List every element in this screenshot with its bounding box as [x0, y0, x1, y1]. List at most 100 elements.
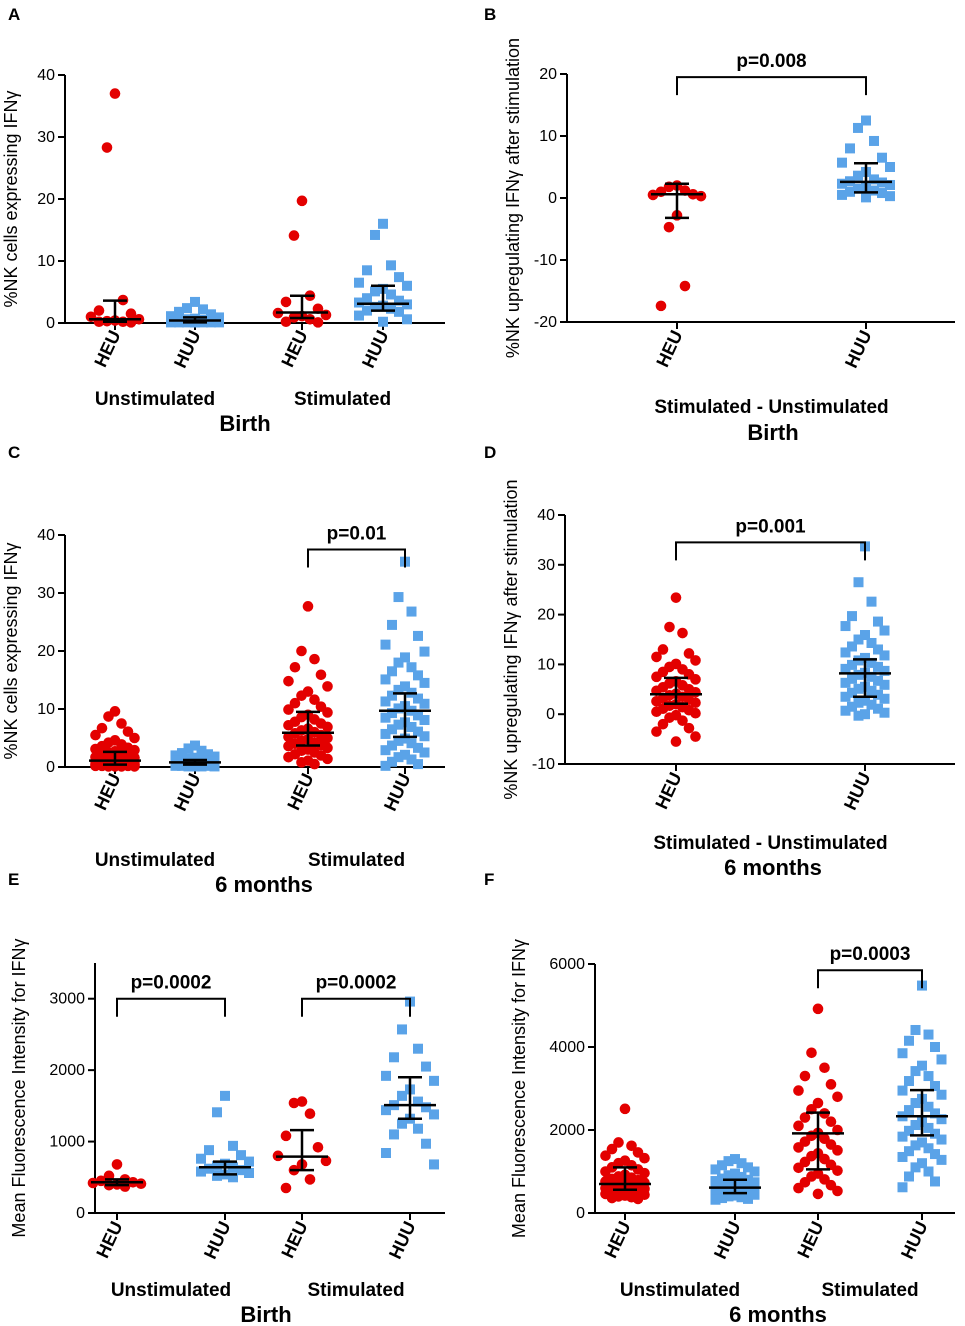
data-point-heu — [125, 308, 137, 320]
data-point-huu — [386, 289, 396, 300]
data-point-huu — [389, 1052, 399, 1063]
data-point-heu — [663, 221, 675, 233]
data-point-huu — [879, 679, 890, 690]
data-point-huu — [885, 191, 895, 202]
data-point-huu — [370, 286, 380, 297]
x-category-label: HUU — [840, 769, 875, 813]
data-point-huu — [923, 1122, 934, 1133]
data-point-huu — [419, 731, 430, 742]
data-point-heu — [651, 695, 662, 707]
data-point-huu — [413, 759, 423, 770]
data-point-heu — [296, 195, 308, 207]
y-tick-label: 0 — [46, 315, 55, 332]
data-point-huu — [166, 311, 176, 322]
x-axis-title: Birth — [747, 420, 798, 445]
data-point-huu — [387, 666, 397, 677]
data-point-heu — [600, 1150, 611, 1162]
data-point-heu — [793, 1182, 804, 1194]
data-point-huu — [904, 1105, 914, 1116]
data-point-huu — [170, 760, 181, 771]
data-point-heu — [695, 190, 707, 202]
data-point-huu — [387, 740, 397, 751]
data-point-huu — [397, 1024, 407, 1035]
data-point-huu — [904, 1035, 914, 1046]
data-point-huu — [749, 1166, 760, 1177]
x-category-label: HUU — [385, 1218, 420, 1262]
data-point-huu — [917, 1158, 927, 1169]
data-point-huu — [736, 1192, 747, 1203]
data-point-huu — [166, 317, 176, 328]
x-category-label: HEU — [277, 327, 311, 370]
x-category-label: HEU — [92, 1218, 126, 1261]
data-point-huu — [897, 1048, 908, 1059]
data-point-huu — [866, 637, 877, 648]
data-point-heu — [806, 1047, 817, 1059]
data-point-huu — [429, 1109, 439, 1120]
data-point-huu — [840, 621, 851, 632]
data-point-huu — [206, 317, 216, 328]
data-point-huu — [362, 305, 372, 316]
data-point-heu — [670, 736, 682, 747]
data-point-heu — [799, 1070, 811, 1082]
data-point-huu — [170, 750, 181, 761]
data-point-huu — [917, 1060, 927, 1071]
data-point-huu — [236, 1165, 246, 1176]
data-point-heu — [812, 1003, 824, 1015]
data-point-huu — [866, 685, 877, 696]
y-tick-label: 10 — [37, 701, 55, 718]
significance-bracket — [676, 76, 867, 96]
x-group-label: Stimulated — [308, 850, 405, 871]
data-point-huu — [190, 761, 200, 772]
data-point-huu — [904, 1076, 914, 1087]
data-point-huu — [393, 592, 404, 603]
data-point-huu — [212, 1170, 222, 1181]
data-point-huu — [406, 754, 417, 765]
data-point-huu — [923, 1071, 934, 1082]
panel-label: F — [484, 870, 494, 889]
data-point-huu — [743, 1193, 753, 1204]
data-point-heu — [129, 732, 140, 744]
data-point-heu — [825, 1079, 837, 1090]
y-tick-label: 30 — [537, 557, 555, 574]
data-point-heu — [651, 706, 662, 718]
data-point-huu — [845, 186, 855, 197]
data-point-heu — [312, 317, 324, 328]
data-point-heu — [677, 627, 688, 639]
data-point-heu — [283, 704, 294, 715]
data-point-huu — [387, 619, 397, 630]
data-point-heu — [280, 1130, 292, 1142]
data-point-heu — [832, 1091, 843, 1103]
data-point-huu — [393, 735, 404, 746]
y-tick-label: 20 — [37, 191, 55, 208]
data-point-huu — [389, 1129, 399, 1140]
data-point-heu — [606, 1143, 618, 1155]
data-point-huu — [853, 122, 863, 133]
data-point-huu — [362, 293, 372, 304]
data-point-huu — [419, 677, 430, 688]
data-point-huu — [923, 1166, 934, 1177]
x-category-label: HEU — [90, 770, 124, 813]
data-point-huu — [354, 277, 364, 288]
y-tick-label: 0 — [76, 1205, 85, 1222]
data-point-heu — [832, 1165, 843, 1176]
data-point-huu — [393, 719, 404, 730]
data-point-huu — [380, 639, 391, 650]
data-point-huu — [840, 647, 851, 658]
data-point-heu — [289, 661, 301, 673]
data-point-huu — [866, 699, 877, 710]
data-point-huu — [400, 749, 410, 760]
data-point-heu — [690, 731, 701, 742]
data-point-huu — [400, 652, 410, 663]
data-point-heu — [283, 719, 294, 731]
data-point-huu — [386, 303, 396, 314]
y-tick-label: 6000 — [549, 956, 585, 973]
data-point-huu — [873, 644, 883, 655]
y-tick-label: 20 — [539, 66, 557, 83]
y-axis-title: %NK upregulating IFNγ after stimulation — [501, 479, 521, 799]
data-point-huu — [413, 1096, 423, 1107]
data-point-huu — [413, 726, 423, 737]
y-tick-label: 40 — [37, 67, 55, 84]
panel-label: B — [484, 5, 496, 24]
data-point-huu — [860, 652, 870, 663]
data-point-huu — [897, 1182, 908, 1193]
